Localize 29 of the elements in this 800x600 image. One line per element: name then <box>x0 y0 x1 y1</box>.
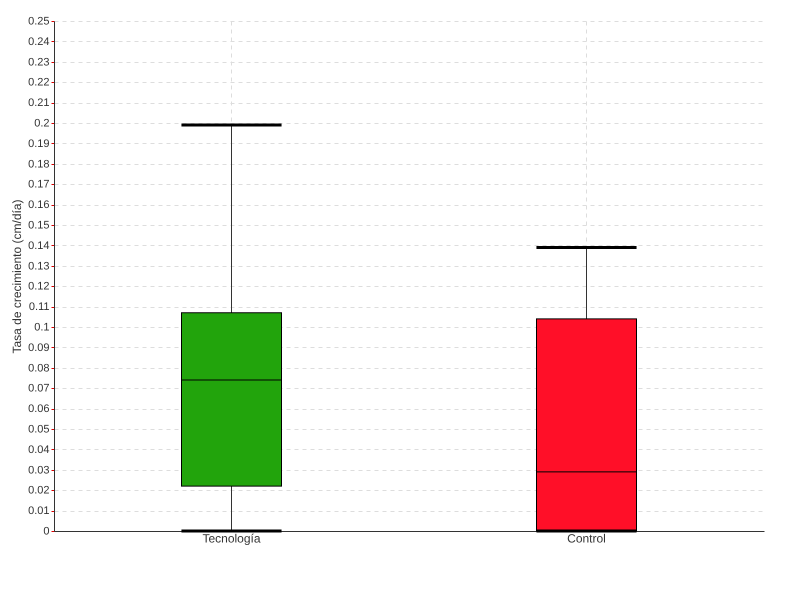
y-tick-label: 0.15 <box>28 220 50 232</box>
x-tick-label: Tecnología <box>202 532 261 546</box>
y-tick-label: 0.2 <box>34 118 50 130</box>
y-tick-label: 0.05 <box>28 424 50 436</box>
x-tick-label: Control <box>567 532 606 546</box>
y-tick-label: 0.16 <box>28 199 50 212</box>
y-tick-label: 0.25 <box>28 16 50 28</box>
y-tick-label: 0.04 <box>28 444 50 456</box>
y-tick-label: 0.17 <box>28 178 50 191</box>
y-tick-label: 0.09 <box>28 342 50 354</box>
y-tick-label: 0.07 <box>28 382 50 395</box>
y-tick-label: 0 <box>43 526 50 538</box>
y-tick-label: 0.23 <box>28 56 50 68</box>
y-tick-label: 0.13 <box>28 260 50 272</box>
y-tick-label: 0.03 <box>28 464 50 476</box>
y-tick-label: 0.02 <box>28 484 50 497</box>
y-tick-label: 0.12 <box>28 280 50 293</box>
y-tick-label: 0.01 <box>28 505 50 518</box>
y-tick-label: 0.24 <box>28 36 50 48</box>
y-tick-label: 0.14 <box>28 240 50 252</box>
y-tick-label: 0.11 <box>28 301 50 314</box>
y-tick-label: 0.19 <box>28 138 50 150</box>
y-axis-title: Tasa de crecimiento (cm/día) <box>10 199 24 354</box>
y-tick-label: 0.08 <box>28 362 50 374</box>
y-tick-label: 0.18 <box>28 158 50 170</box>
y-tick-label: 0.22 <box>28 76 50 89</box>
y-tick-label: 0.21 <box>28 97 50 110</box>
y-tick-label: 0.06 <box>28 403 50 416</box>
y-tick-label: 0.1 <box>34 322 50 334</box>
